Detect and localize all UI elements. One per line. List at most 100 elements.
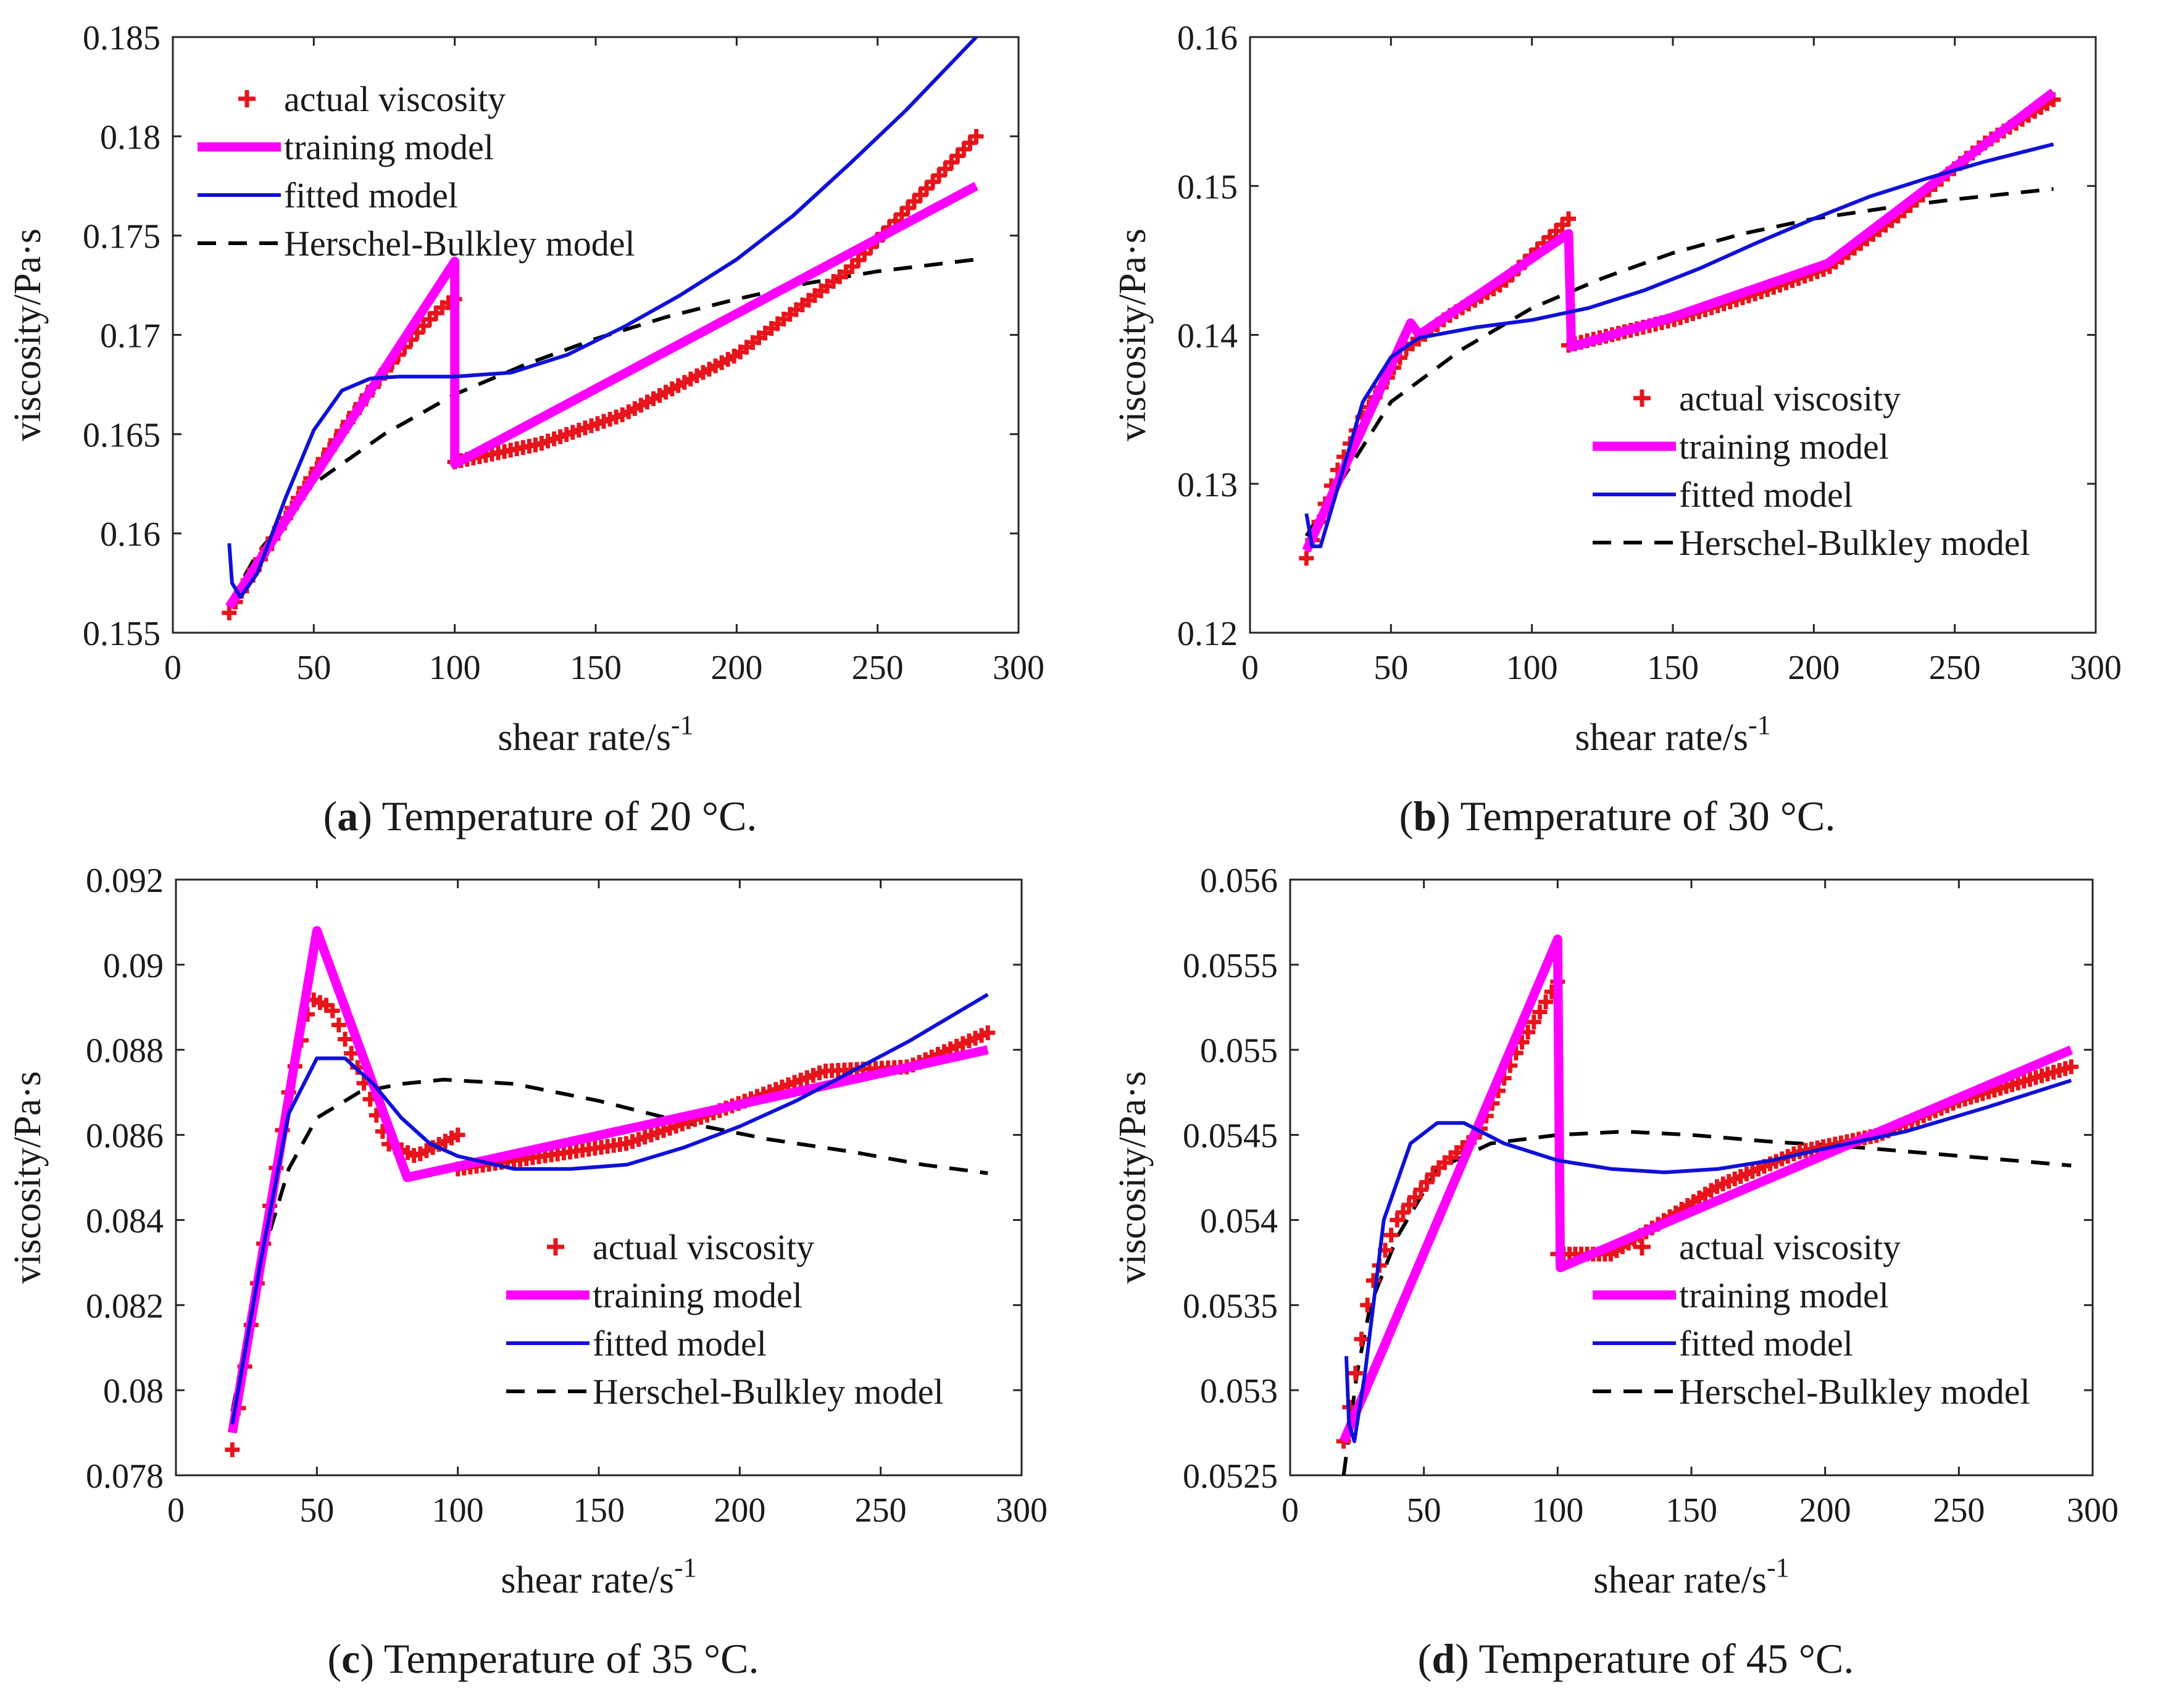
chart-d-xtick-label: 50 bbox=[1407, 1491, 1441, 1530]
chart-c-caption: (c) Temperature of 35 °C. bbox=[327, 1635, 759, 1682]
chart-c-legend-actual-marker bbox=[547, 1238, 564, 1256]
chart-c-actual-point bbox=[980, 1025, 996, 1041]
chart-a-xlabel: shear rate/s-1 bbox=[498, 710, 693, 759]
chart-a-legend-label: fitted model bbox=[284, 175, 458, 215]
chart-c-xtick-label: 100 bbox=[432, 1491, 484, 1530]
chart-d-xtick-label: 300 bbox=[2067, 1491, 2119, 1530]
chart-a-fitted-model-line bbox=[227, 37, 978, 599]
chart-c-herschel-bulkley-model-line bbox=[230, 1077, 988, 1412]
chart-b-xtick-label: 50 bbox=[1373, 649, 1408, 687]
chart-c-legend-label: fitted model bbox=[593, 1323, 767, 1364]
chart-b-xtick-label: 200 bbox=[1788, 649, 1840, 687]
chart-c-legend-label: actual viscosity bbox=[593, 1227, 814, 1267]
chart-b-legend-label: fitted model bbox=[1679, 475, 1853, 515]
chart-d-actual-point bbox=[1354, 1331, 1369, 1347]
chart-d-actual-point bbox=[1390, 1212, 1405, 1228]
chart-d-legend: actual viscosity training model fitted mod… bbox=[1593, 1227, 2030, 1412]
chart-c-xtick-label: 250 bbox=[855, 1491, 907, 1530]
chart-d-xlabel: shear rate/s-1 bbox=[1593, 1552, 1789, 1601]
chart-d-ytick-label: 0.055 bbox=[1200, 1032, 1278, 1070]
chart-b: 0 50 100 150 200 250 300 0.12 0.13 0.14 0.15 0.16 sh… bbox=[1112, 19, 2122, 839]
chart-b-xtick-label: 150 bbox=[1647, 649, 1699, 687]
chart-a: 0 50 100 150 200 250 300 0.155 0.16 0.165 0.17 0.17… bbox=[7, 19, 1044, 839]
chart-c-xlabel: shear rate/s-1 bbox=[501, 1552, 696, 1601]
chart-d-actual-point bbox=[1401, 1197, 1417, 1212]
chart-c-actual-point bbox=[338, 1031, 352, 1047]
chart-b-ytick-label: 0.12 bbox=[1177, 615, 1238, 653]
chart-d-actual-point bbox=[1413, 1182, 1428, 1198]
chart-c-fitted-model-line bbox=[230, 993, 989, 1425]
chart-a-ytick-label: 0.17 bbox=[100, 317, 160, 356]
chart-a-ytick-label: 0.18 bbox=[100, 119, 160, 157]
chart-a-actual-point bbox=[969, 128, 984, 144]
chart-d-ytick-label: 0.054 bbox=[1200, 1202, 1278, 1240]
chart-a-legend-actual-marker bbox=[238, 90, 256, 107]
chart-a-ytick-label: 0.185 bbox=[83, 19, 160, 57]
chart-b-ytick-label: 0.13 bbox=[1177, 466, 1238, 504]
chart-a-xtick-label: 200 bbox=[711, 649, 762, 687]
chart-c-xtick-label: 200 bbox=[714, 1491, 765, 1530]
chart-d-xtick-label: 150 bbox=[1665, 1491, 1717, 1530]
chart-a-xtick-label: 150 bbox=[570, 649, 622, 687]
chart-d-actual-point bbox=[1348, 1365, 1363, 1381]
chart-d-legend-label: Herschel-Bulkley model bbox=[1679, 1372, 2030, 1412]
chart-b-herschel-bulkley-model-line bbox=[1304, 187, 2054, 537]
chart-a-actual-point bbox=[222, 605, 237, 620]
chart-d-actual-point bbox=[1526, 1014, 1541, 1030]
chart-d-legend-label: training model bbox=[1679, 1275, 1889, 1315]
chart-b-ytick-label: 0.14 bbox=[1177, 317, 1238, 356]
chart-b-legend-label: training model bbox=[1679, 427, 1889, 467]
chart-b-xtick-label: 0 bbox=[1241, 649, 1259, 687]
chart-b-plot-area bbox=[1299, 88, 2061, 566]
chart-a-xtick-label: 300 bbox=[993, 649, 1044, 687]
chart-c-ytick-label: 0.084 bbox=[86, 1202, 164, 1240]
chart-d-legend-label: actual viscosity bbox=[1679, 1227, 1901, 1267]
chart-d-fitted-model-line bbox=[1344, 1078, 2072, 1443]
chart-b-xtick-label: 300 bbox=[2070, 649, 2122, 687]
chart-c-ytick-label: 0.082 bbox=[86, 1287, 164, 1325]
chart-a-xtick-label: 100 bbox=[429, 649, 481, 687]
chart-b-xlabel: shear rate/s-1 bbox=[1575, 710, 1770, 759]
chart-a-caption: (a) Temperature of 20 °C. bbox=[323, 793, 757, 839]
chart-c-xtick-label: 0 bbox=[167, 1491, 185, 1530]
chart-c: 0 50 100 150 200 250 300 0.078 0.08 0.082 0.084 0.0… bbox=[7, 862, 1048, 1682]
chart-d-ytick-label: 0.053 bbox=[1200, 1372, 1278, 1410]
chart-b-xtick-label: 100 bbox=[1506, 649, 1558, 687]
chart-d-ytick-label: 0.0555 bbox=[1183, 947, 1278, 985]
chart-c-legend: actual viscosity training model fitted mod… bbox=[506, 1227, 944, 1412]
chart-d-actual-point bbox=[1365, 1273, 1381, 1288]
chart-c-ytick-label: 0.092 bbox=[86, 862, 164, 900]
chart-b-actual-point bbox=[1561, 211, 1577, 227]
chart-c-ytick-label: 0.088 bbox=[86, 1032, 164, 1070]
chart-d-ylabel: viscosity/Pa·s bbox=[1112, 1071, 1154, 1283]
chart-d-actual-point bbox=[1407, 1189, 1423, 1205]
chart-a-ytick-label: 0.165 bbox=[83, 416, 160, 454]
chart-c-ytick-label: 0.078 bbox=[86, 1457, 164, 1496]
chart-c-xtick-label: 50 bbox=[299, 1491, 334, 1530]
chart-d: 0 50 100 150 200 250 300 0.0525 0.053 0.0535 0.054… bbox=[1112, 862, 2119, 1682]
chart-a-actual-viscosity-markers bbox=[222, 128, 984, 620]
chart-b-ytick-label: 0.15 bbox=[1177, 168, 1238, 206]
chart-d-herschel-bulkley-model-line bbox=[1341, 1130, 2072, 1475]
chart-b-legend-label: Herschel-Bulkley model bbox=[1679, 523, 2030, 563]
chart-d-xtick-label: 250 bbox=[1933, 1491, 1985, 1530]
chart-d-ytick-label: 0.0545 bbox=[1183, 1117, 1278, 1156]
chart-c-xtick-label: 150 bbox=[573, 1491, 625, 1530]
chart-c-ytick-label: 0.08 bbox=[103, 1372, 164, 1410]
chart-c-actual-point bbox=[331, 1017, 346, 1033]
chart-c-legend-label: training model bbox=[593, 1275, 802, 1315]
chart-c-ylabel: viscosity/Pa·s bbox=[7, 1071, 49, 1283]
chart-c-actual-point bbox=[344, 1046, 359, 1061]
chart-b-legend-actual-marker bbox=[1633, 390, 1651, 407]
chart-c-xtick-label: 300 bbox=[996, 1491, 1048, 1530]
chart-c-legend-label: Herschel-Bulkley model bbox=[593, 1372, 944, 1412]
chart-a-legend: actual viscosity training model fitted mod… bbox=[198, 79, 635, 264]
chart-a-ytick-label: 0.175 bbox=[83, 218, 160, 256]
chart-a-legend-label: training model bbox=[284, 127, 494, 167]
chart-b-ylabel: viscosity/Pa·s bbox=[1112, 228, 1154, 441]
chart-d-actual-point bbox=[1538, 994, 1554, 1010]
chart-b-xtick-label: 250 bbox=[1929, 649, 1981, 687]
chart-a-xtick-label: 50 bbox=[296, 649, 331, 687]
chart-a-ylabel: viscosity/Pa·s bbox=[7, 228, 49, 441]
